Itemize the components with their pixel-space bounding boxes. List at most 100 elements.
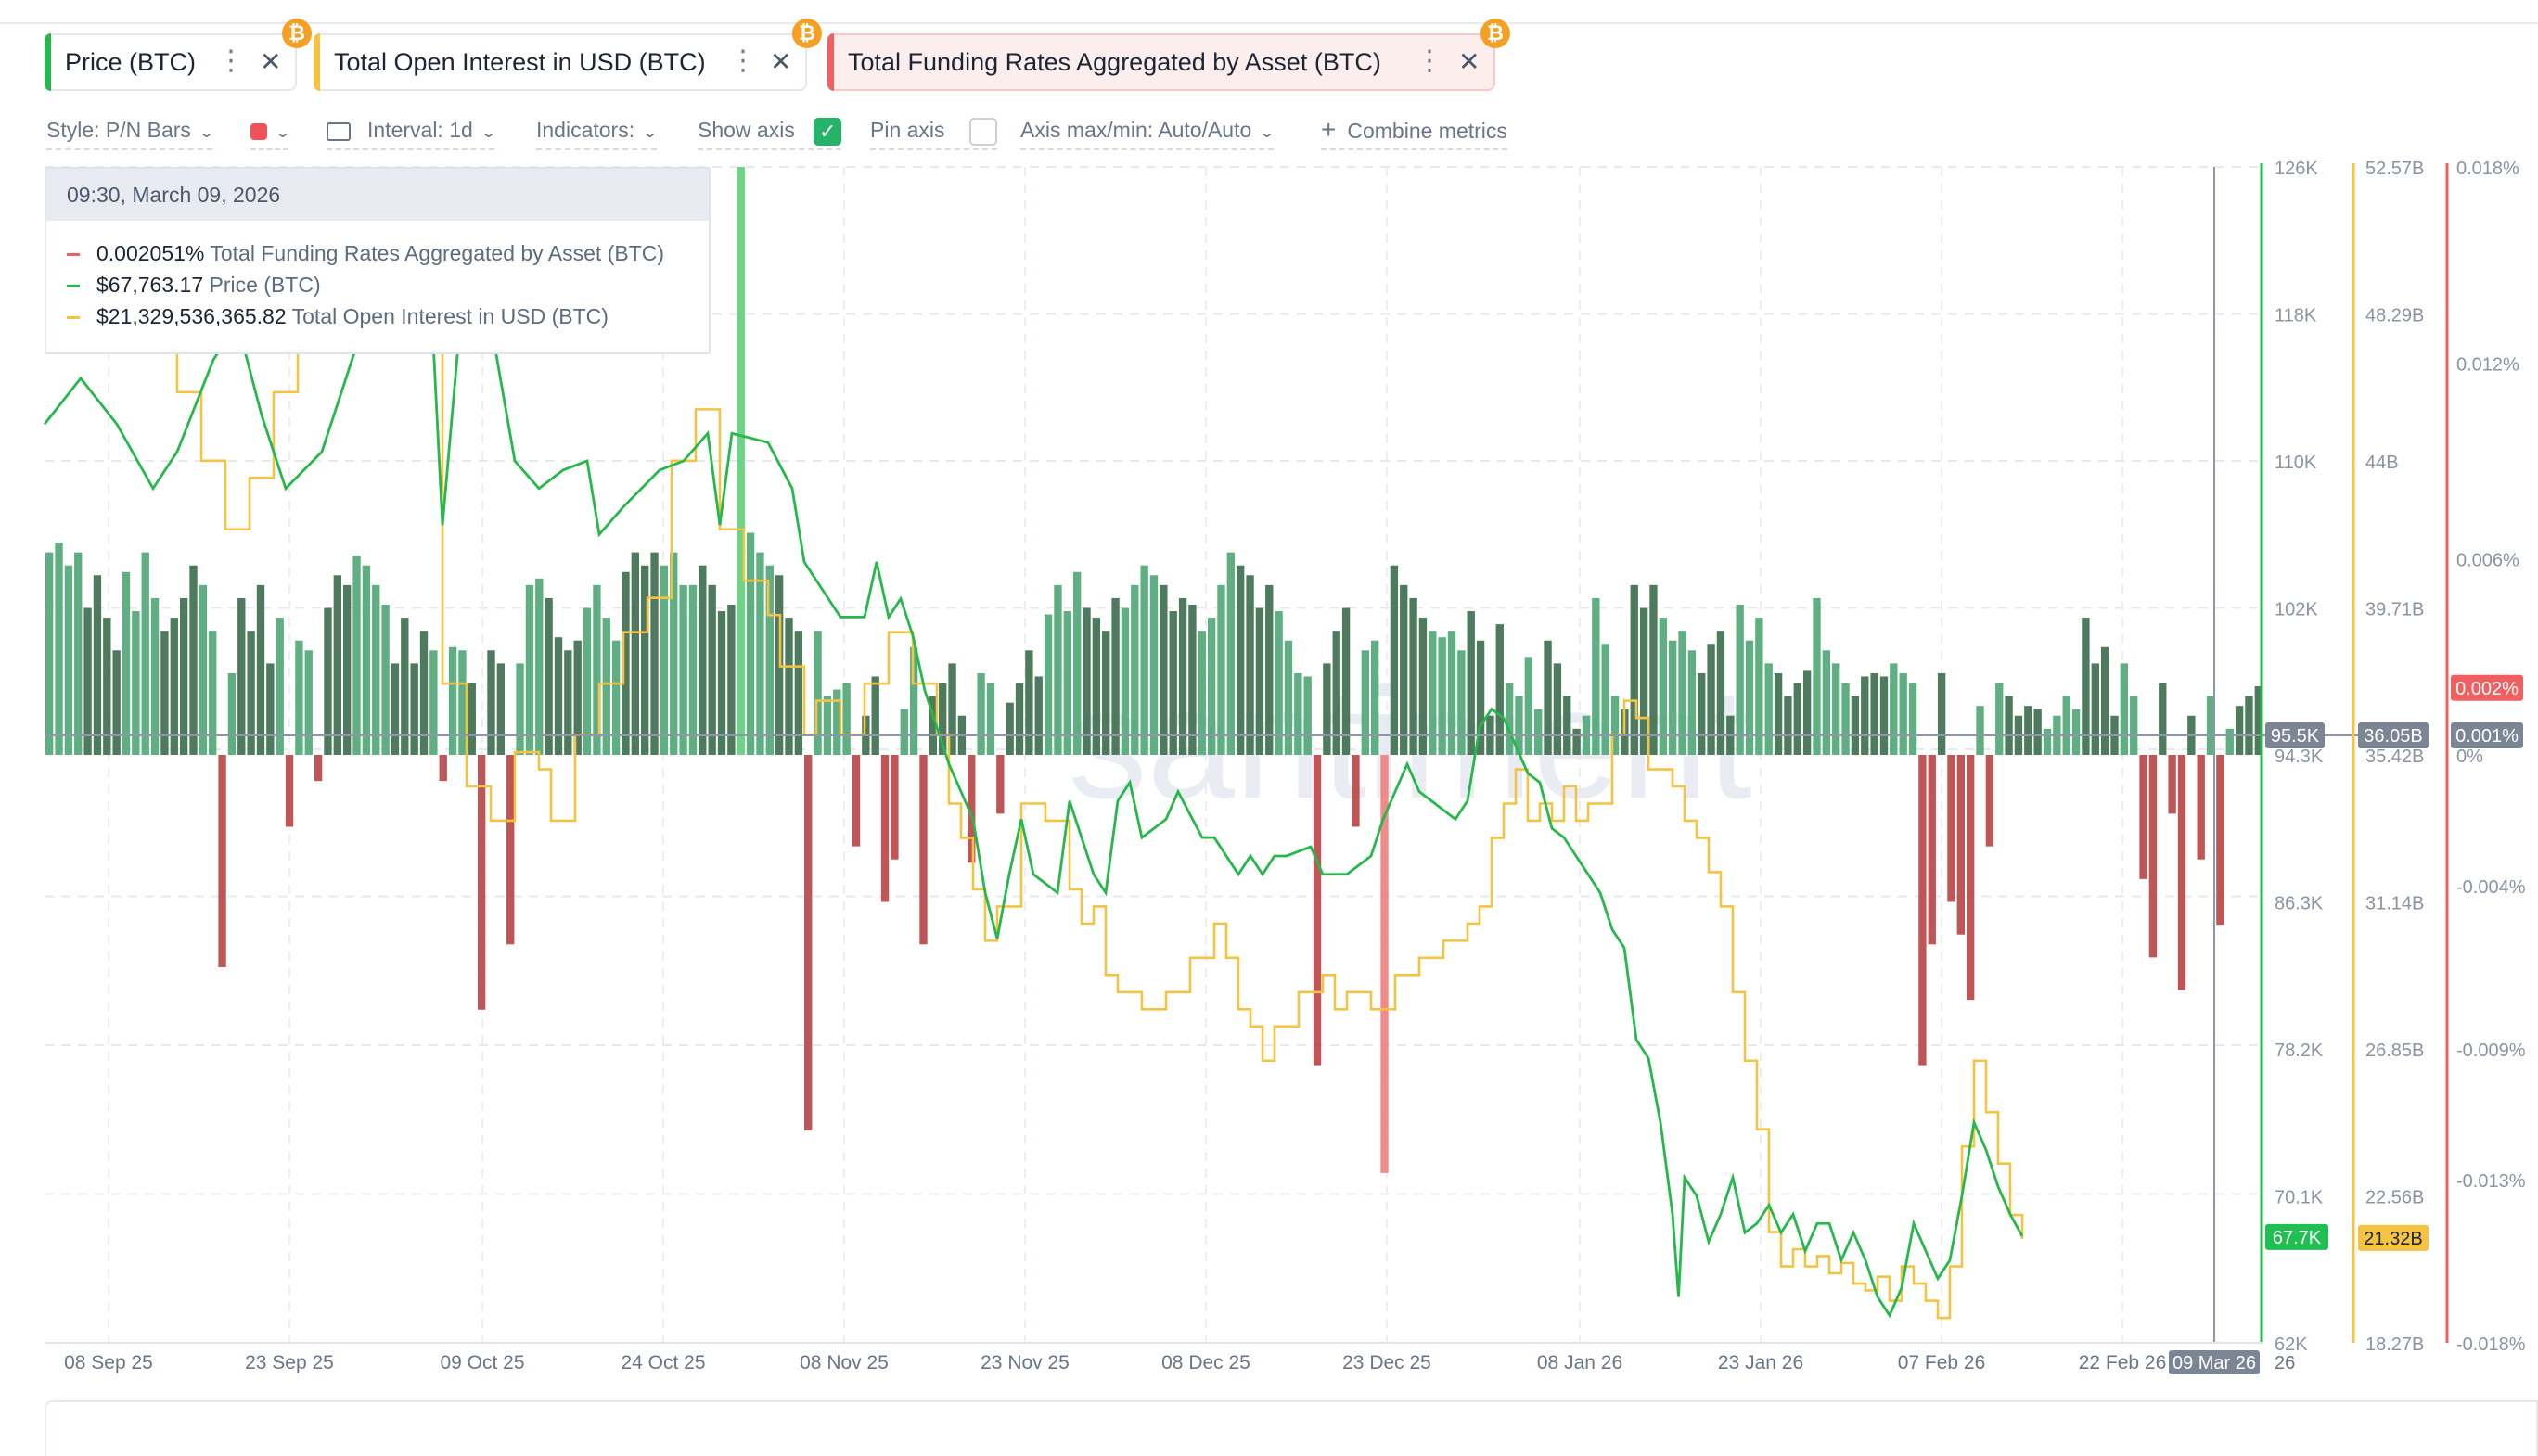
axis-maxmin-dropdown[interactable]: Axis max/min: Auto/Auto ⌄ (1020, 111, 1275, 150)
open-interest-axis-tick-label: 44B (2365, 453, 2399, 473)
funding-bar (1207, 618, 1216, 755)
combine-metrics-button[interactable]: + Combine metrics (1321, 111, 1507, 150)
style-dropdown[interactable]: Style: P/N Bars ⌄ (46, 111, 216, 150)
tab-menu-icon[interactable]: ⋮ (729, 45, 757, 76)
funding-bar (554, 637, 563, 755)
funding-bar (1861, 676, 1869, 755)
funding-bar (948, 663, 956, 755)
funding-bar (1092, 618, 1101, 755)
range-navigator[interactable] (45, 1400, 2538, 1456)
funding-bar (909, 646, 918, 755)
funding-bar (1793, 683, 1801, 755)
tooltip-label: Price (BTC) (209, 273, 321, 297)
funding-bar (150, 597, 160, 755)
funding-bar (688, 584, 698, 755)
funding-bar (1169, 611, 1177, 755)
funding-bar (583, 607, 592, 755)
funding-bar (1908, 683, 1917, 755)
funding-bar (1687, 650, 1697, 755)
funding-bar (1947, 755, 1955, 902)
interval-label: Interval: 1d (367, 118, 473, 142)
price-axis-tick-label: 86.3K (2275, 894, 2324, 914)
funding-bar (1438, 637, 1446, 755)
funding-bar (1111, 597, 1120, 755)
funding-bar (170, 618, 178, 755)
funding-bar (1736, 604, 1744, 755)
tab-price-btc[interactable]: Price (BTC) ⋮ ✕ ₿ (45, 19, 312, 91)
tooltip-value: 0.002051% (96, 241, 205, 265)
open-interest-axis-tick-label: 18.27B (2365, 1335, 2424, 1355)
funding-bar (1544, 640, 1552, 755)
funding-bar (448, 646, 457, 755)
tab-close-icon[interactable]: ✕ (1458, 47, 1480, 76)
funding-bar (2168, 755, 2176, 814)
funding-bar (1467, 611, 1475, 755)
funding-bar (564, 650, 572, 755)
funding-bar (525, 584, 534, 755)
tab-close-icon[interactable]: ✕ (770, 47, 792, 76)
funding-bar (939, 683, 947, 755)
funding-bar (1063, 611, 1071, 755)
funding-bar (1198, 631, 1206, 755)
funding-bar (1813, 597, 1821, 755)
price-axis-tick-label: 70.1K (2275, 1188, 2324, 1208)
funding-bar (2024, 706, 2032, 755)
funding-bar (602, 618, 610, 755)
funding-bar (362, 565, 371, 755)
tooltip-value: $67,763.17 (96, 273, 204, 297)
funding-bar (1534, 709, 1543, 755)
funding-bar (1044, 614, 1053, 755)
funding-bar (1563, 696, 1571, 755)
funding-bar (160, 631, 169, 755)
tab-close-icon[interactable]: ✕ (260, 47, 282, 76)
price-axis-tick-label: 126K (2275, 159, 2318, 179)
funding-bar (506, 755, 515, 945)
funding-bar (2082, 618, 2090, 755)
funding-bar (1524, 657, 1533, 755)
price-hover-badge-label: 95.5K (2271, 726, 2320, 747)
funding-bar (1851, 696, 1860, 755)
price-axis-tick-label: 78.2K (2275, 1041, 2324, 1061)
pin-axis-toggle[interactable]: Pin axis (870, 111, 997, 150)
pin-axis-checkbox[interactable] (968, 117, 997, 146)
funding-axis-tick-label: 0.012% (2456, 354, 2519, 375)
funding-bar (708, 584, 716, 755)
price-axis-tick-label: 94.3K (2275, 747, 2324, 767)
show-axis-toggle[interactable]: Show axis ✓ (698, 111, 842, 150)
funding-bar (1764, 663, 1773, 755)
funding-bar (112, 650, 121, 755)
indicators-dropdown[interactable]: Indicators: ⌄ (536, 111, 659, 150)
funding-bar (1476, 640, 1485, 755)
funding-bar (968, 755, 976, 863)
tab-menu-icon[interactable]: ⋮ (217, 45, 245, 76)
color-picker[interactable]: ⌄ (250, 111, 291, 150)
funding-axis-tick-label: -0.013% (2456, 1171, 2526, 1192)
funding-bar (1352, 755, 1360, 827)
open-interest-axis-tick-label: 26.85B (2365, 1041, 2424, 1061)
chevron-down-icon: ⌄ (198, 125, 216, 141)
interval-dropdown[interactable]: Interval: 1d ⌄ (327, 111, 497, 150)
open-interest-axis-tick-label: 22.56B (2365, 1188, 2424, 1208)
funding-bar (199, 584, 208, 755)
oi-last-badge-box (2358, 1224, 2429, 1251)
funding-bar (1649, 584, 1658, 755)
open-interest-axis-tick-label: 52.57B (2365, 159, 2424, 179)
funding-bar (372, 584, 380, 755)
funding-bar (756, 552, 764, 755)
funding-bar (746, 532, 755, 755)
funding-bar (1755, 618, 1763, 755)
funding-axis-tick-label: 0.018% (2456, 159, 2519, 179)
tab-open-interest[interactable]: Total Open Interest in USD (BTC) ⋮ ✕ ₿ (314, 19, 822, 91)
funding-bar (419, 631, 429, 755)
funding-bar (593, 584, 601, 755)
funding-bar (1928, 755, 1936, 945)
funding-bar (1976, 706, 1984, 755)
tab-menu-icon[interactable]: ⋮ (1416, 45, 1443, 76)
funding-bar (122, 571, 131, 755)
show-axis-checkbox[interactable]: ✓ (814, 117, 842, 146)
bitcoin-badge-icon: ₿ (1480, 19, 1510, 48)
tab-color-stripe (314, 33, 320, 91)
tab-funding-rates[interactable]: Total Funding Rates Aggregated by Asset … (827, 19, 1510, 91)
combine-label: Combine metrics (1347, 119, 1507, 143)
